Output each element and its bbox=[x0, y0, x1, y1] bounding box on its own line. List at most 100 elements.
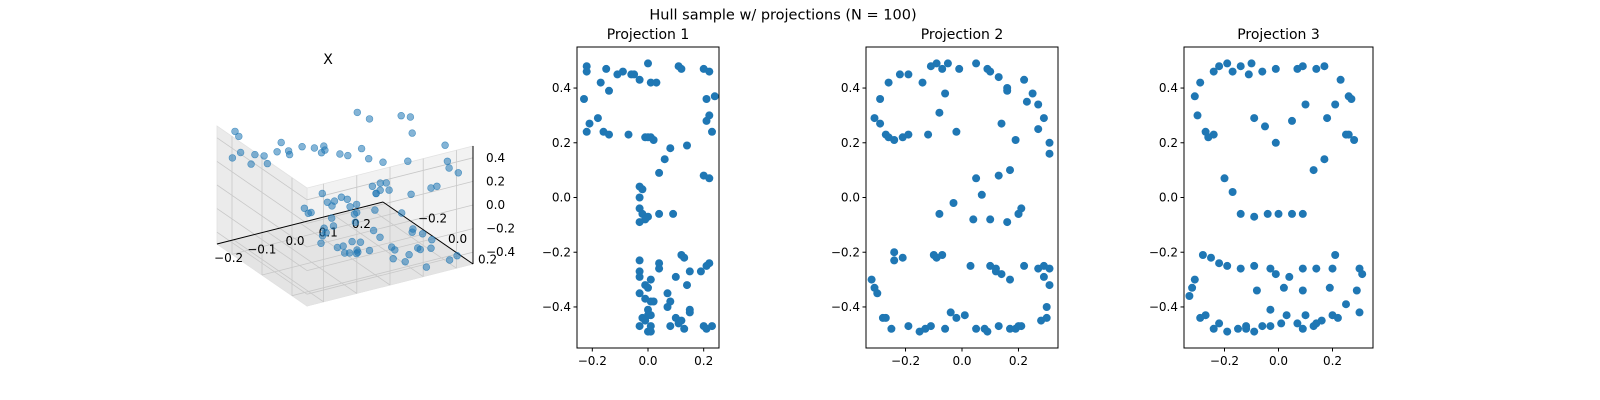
data-point bbox=[980, 324, 989, 333]
axes-projection-1[interactable]: Projection 1 −0.2 0.0 0.2 0.4 0.2 0.0 −0.2 −0.4 bbox=[542, 27, 720, 368]
data-point bbox=[941, 324, 950, 333]
x-tick-label: 0.0 bbox=[952, 354, 971, 368]
data-point bbox=[935, 108, 944, 117]
data-point bbox=[873, 289, 882, 298]
z-tick-label: 0.0 bbox=[486, 198, 505, 212]
data-point bbox=[674, 319, 683, 328]
data-point bbox=[949, 199, 958, 207]
data-point bbox=[1020, 261, 1029, 270]
data-point bbox=[972, 59, 981, 68]
data-point bbox=[605, 86, 613, 95]
axes-projection-2[interactable]: Projection 2 −0.2 0.0 0.2 0.4 0.2 0.0 −0.2 −0.4 bbox=[831, 27, 1059, 368]
y-tick-label: −0.2 bbox=[1149, 245, 1178, 259]
data-point bbox=[666, 322, 675, 331]
data-point bbox=[972, 324, 981, 333]
axes-3d-scatter[interactable]: X−0.2−0.10.00.10.2−0.20.00.2−0.4−0.20.00… bbox=[214, 52, 515, 307]
data-point bbox=[887, 324, 896, 333]
data-point bbox=[1223, 59, 1232, 68]
data-point bbox=[938, 251, 947, 259]
data-point bbox=[895, 70, 904, 79]
data-point-3d bbox=[298, 143, 306, 151]
data-point bbox=[1188, 283, 1197, 292]
data-point-3d bbox=[365, 115, 374, 123]
data-point bbox=[1247, 59, 1256, 68]
y-tick-label: −0.2 bbox=[418, 211, 447, 225]
grid-line bbox=[216, 137, 308, 201]
data-point bbox=[702, 116, 711, 125]
axes-projection-3[interactable]: Projection 3 −0.2 0.0 0.2 0.4 0.2 0.0 −0.2 −0.4 bbox=[1149, 27, 1374, 368]
x-tick-label: 0.2 bbox=[1009, 354, 1028, 368]
data-point bbox=[1022, 97, 1031, 106]
data-point bbox=[1028, 89, 1037, 98]
data-point bbox=[1045, 138, 1054, 147]
data-point-3d bbox=[376, 179, 384, 187]
data-point bbox=[924, 130, 933, 139]
y-tick-label: −0.4 bbox=[542, 300, 571, 314]
data-point-3d bbox=[416, 245, 424, 254]
data-point-3d bbox=[406, 113, 415, 121]
data-point bbox=[890, 248, 899, 257]
data-point bbox=[593, 114, 602, 123]
data-point bbox=[986, 215, 995, 224]
y-tick-label: 0.2 bbox=[1159, 136, 1178, 150]
z-tick-label: 0.2 bbox=[486, 174, 505, 188]
y-tick-label: −0.2 bbox=[542, 245, 571, 259]
data-point bbox=[1242, 324, 1251, 333]
axes-title: Projection 1 bbox=[607, 27, 690, 43]
data-point bbox=[635, 218, 644, 227]
data-point-3d bbox=[433, 182, 441, 191]
data-point-3d bbox=[372, 189, 380, 198]
x-tick-label: 0.0 bbox=[285, 234, 304, 248]
data-point-3d bbox=[404, 157, 412, 165]
data-point bbox=[1228, 188, 1237, 196]
data-point bbox=[635, 322, 644, 331]
x-tick-label: 0.2 bbox=[694, 354, 713, 368]
data-point bbox=[1201, 311, 1210, 320]
data-point bbox=[1215, 259, 1224, 268]
grid-line bbox=[216, 231, 308, 295]
data-point-3d bbox=[318, 189, 326, 198]
data-point-3d bbox=[353, 108, 361, 117]
data-point bbox=[890, 136, 899, 144]
data-point bbox=[710, 92, 719, 101]
data-point bbox=[1274, 209, 1283, 218]
data-point bbox=[1207, 253, 1215, 262]
data-point bbox=[1017, 322, 1026, 331]
data-point bbox=[580, 95, 588, 103]
data-point bbox=[1045, 281, 1054, 290]
data-point-3d bbox=[443, 157, 452, 166]
y-tick-label: 0.2 bbox=[841, 136, 860, 150]
data-point bbox=[1263, 209, 1272, 218]
data-point-3d bbox=[408, 129, 416, 137]
data-point-3d bbox=[236, 148, 245, 157]
data-point bbox=[1250, 114, 1259, 123]
data-point bbox=[1250, 212, 1259, 221]
data-point bbox=[977, 190, 986, 199]
data-point bbox=[946, 308, 955, 317]
data-point bbox=[1244, 70, 1253, 79]
data-point bbox=[680, 253, 689, 262]
data-point bbox=[1301, 100, 1310, 109]
data-point bbox=[1215, 319, 1224, 328]
data-point-3d bbox=[300, 204, 309, 213]
data-point bbox=[1252, 286, 1261, 295]
data-point bbox=[1344, 130, 1353, 139]
data-point bbox=[671, 272, 680, 281]
x-tick-label: −0.2 bbox=[214, 251, 243, 265]
data-point bbox=[649, 136, 658, 144]
data-point bbox=[1328, 264, 1337, 273]
x-tick-label: 0.0 bbox=[1269, 354, 1288, 368]
data-point bbox=[1003, 218, 1012, 227]
data-point bbox=[655, 168, 664, 177]
data-point bbox=[596, 78, 605, 87]
data-point-3d bbox=[231, 127, 239, 136]
data-point-3d bbox=[323, 198, 332, 207]
data-point bbox=[582, 67, 591, 76]
data-point bbox=[1196, 78, 1205, 87]
y-tick-label: −0.4 bbox=[1149, 300, 1178, 314]
data-point bbox=[918, 78, 927, 87]
data-point-3d bbox=[247, 160, 255, 168]
data-point bbox=[952, 127, 961, 136]
grid-line bbox=[216, 208, 308, 271]
data-point bbox=[1271, 270, 1280, 279]
